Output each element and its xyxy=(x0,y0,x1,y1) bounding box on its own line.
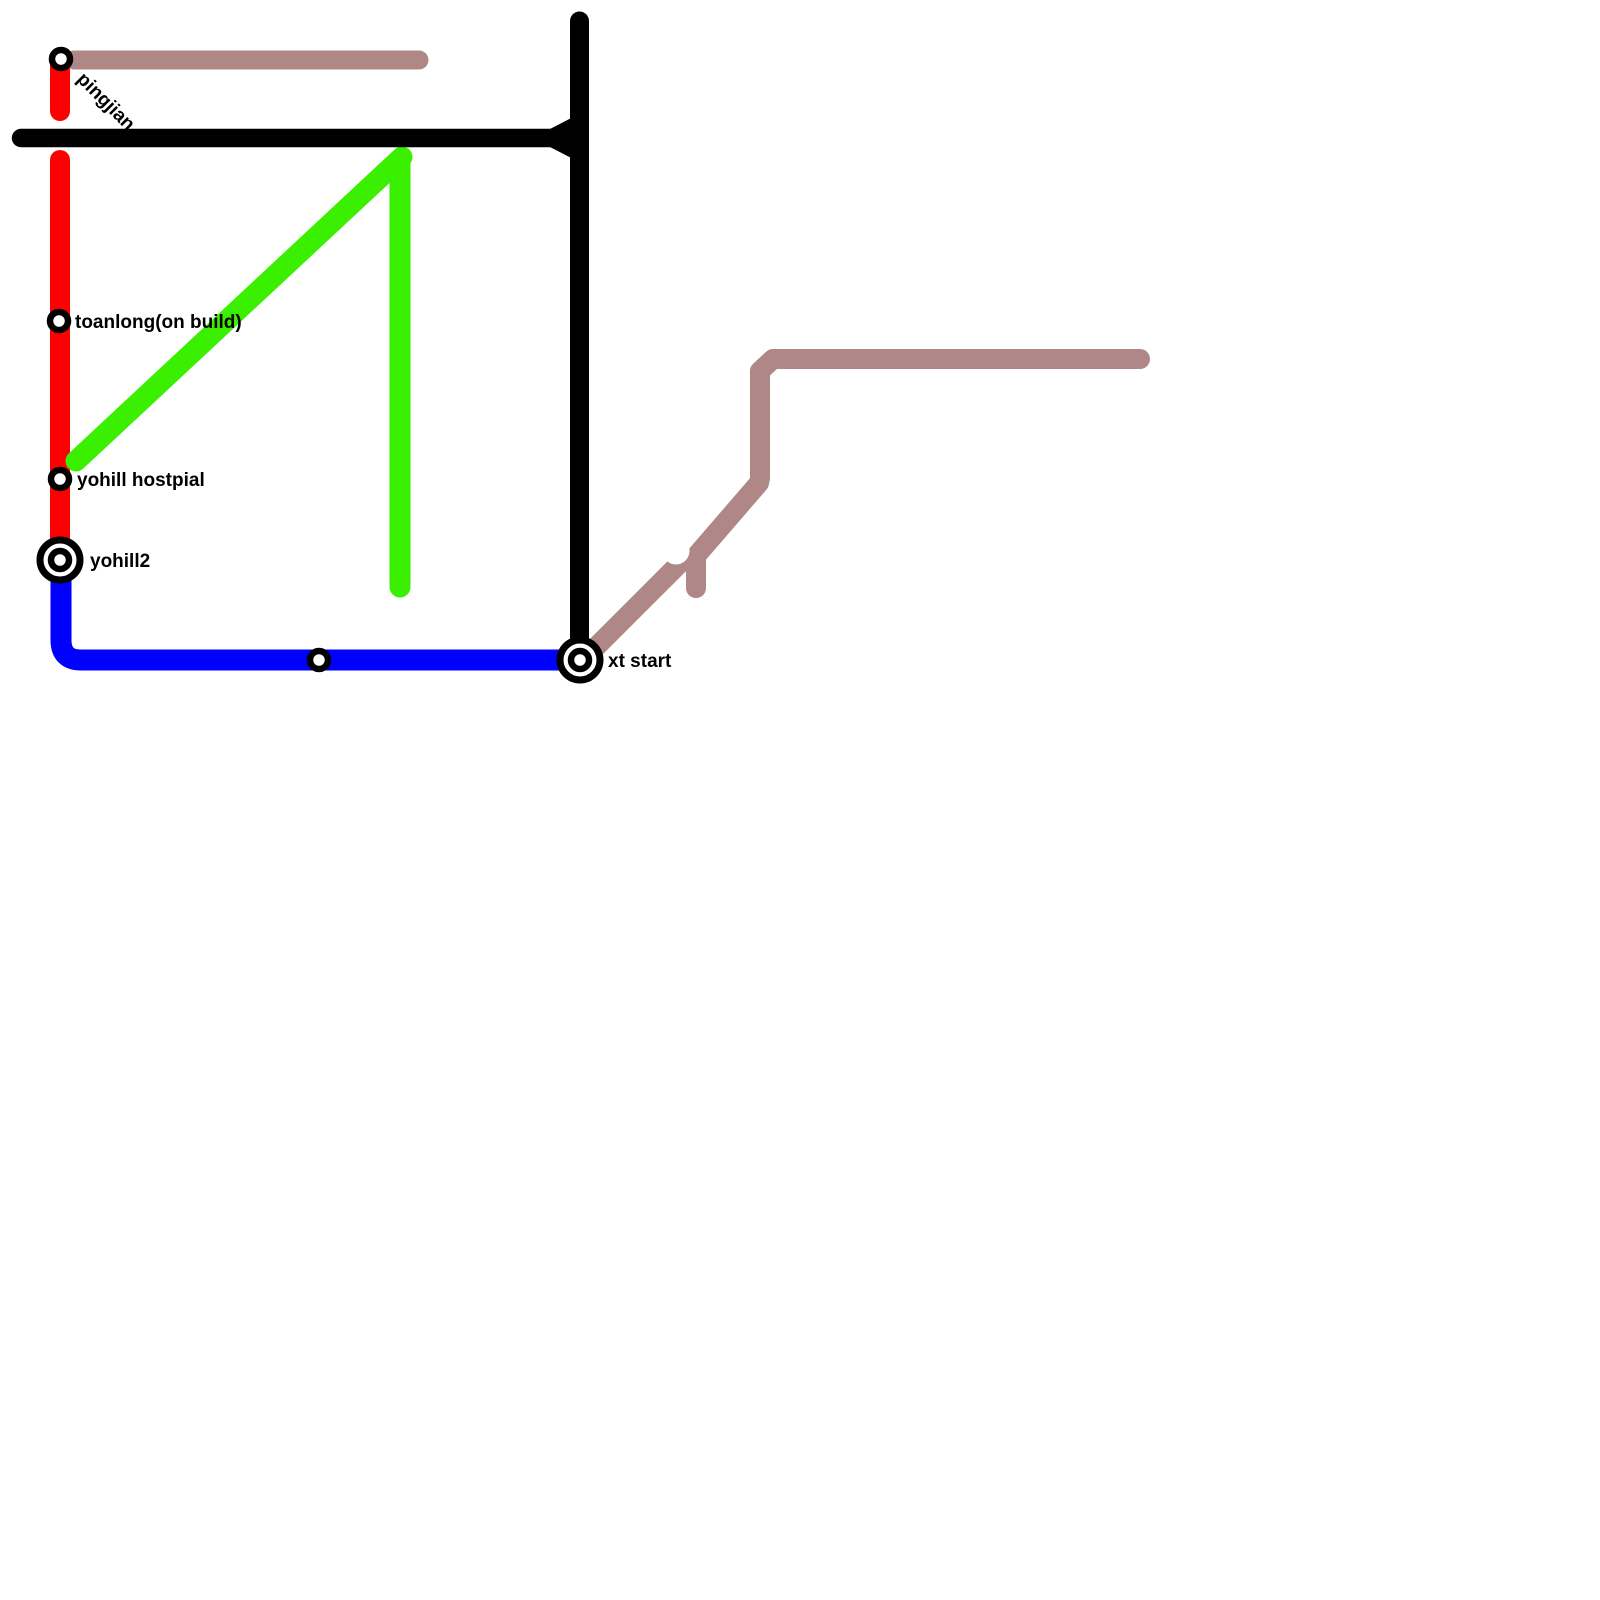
stations xyxy=(36,46,604,684)
station-label-yohill2: yohill2 xyxy=(90,551,150,572)
green-line-diagonal-segment[interactable] xyxy=(65,146,413,472)
black-line[interactable] xyxy=(11,11,589,670)
brown-line[interactable] xyxy=(64,50,1150,671)
station-yohill2[interactable] xyxy=(36,536,84,584)
station-xt-start[interactable] xyxy=(556,636,604,684)
green-line[interactable] xyxy=(65,146,413,598)
station-toanlong[interactable] xyxy=(46,308,72,334)
blue-line[interactable] xyxy=(50,560,582,671)
brown-line-gap-notch xyxy=(662,537,690,565)
station-yohill-hostpial[interactable] xyxy=(47,466,73,492)
station-pingjian[interactable] xyxy=(48,46,74,72)
station-label-pingjian: pingjian xyxy=(72,69,138,135)
station-xt-start-inner-ring xyxy=(567,647,593,673)
station-label-yohill-hostpial: yohill hostpial xyxy=(77,470,205,491)
station-yohill2-inner-ring xyxy=(47,547,73,573)
brown-line-lower-diagonal[interactable] xyxy=(572,553,690,671)
station-label-xt-start: xt start xyxy=(608,651,672,672)
station-label-toanlong: toanlong(on build) xyxy=(75,312,242,333)
station-blue-mid-unnamed[interactable] xyxy=(306,647,332,673)
brown-line-upper-branch[interactable] xyxy=(686,349,1150,598)
blue-line-path[interactable] xyxy=(50,560,582,671)
